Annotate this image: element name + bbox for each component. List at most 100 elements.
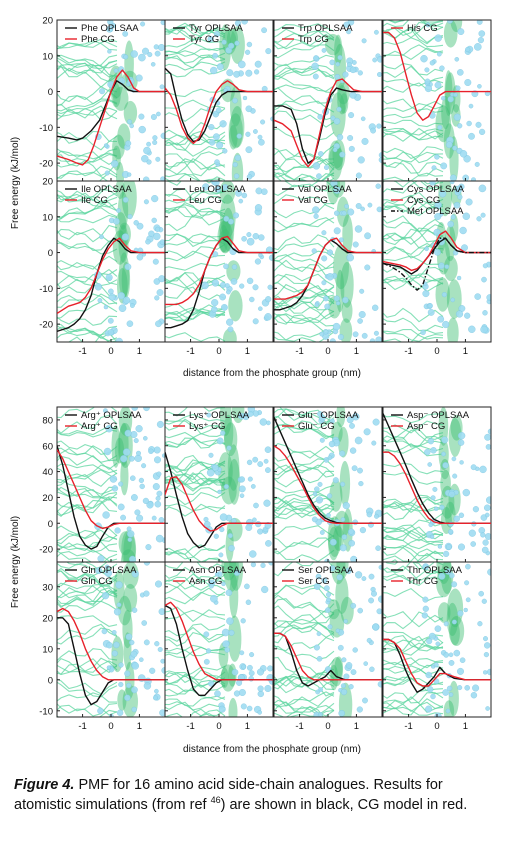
top-y-axis-label: Free energy (kJ/mol) bbox=[10, 137, 21, 229]
membrane-background bbox=[165, 562, 273, 717]
legend-label: Met OPLSAA bbox=[407, 206, 464, 217]
legend-label: Leu OPLSAA bbox=[189, 184, 246, 195]
series-line-lys-cg bbox=[165, 476, 273, 532]
top-x-axis-label: distance from the phosphate group (nm) bbox=[183, 368, 361, 379]
y-tick-label: -10 bbox=[39, 123, 53, 134]
membrane-background bbox=[383, 407, 491, 562]
y-tick-label: 0 bbox=[48, 519, 53, 530]
legend-label: Gln CG bbox=[81, 576, 113, 587]
series-group bbox=[165, 67, 273, 145]
x-tick-label: -1 bbox=[295, 346, 303, 357]
series-group bbox=[274, 417, 382, 524]
legend-label: Ser OPLSAA bbox=[298, 565, 354, 576]
series-line-tyr-cg bbox=[165, 80, 273, 145]
legend-label: Trp OPLSAA bbox=[298, 23, 353, 34]
series-group bbox=[165, 452, 273, 549]
caption-text-2: ) are shown in black, CG model in red. bbox=[220, 797, 468, 813]
series-group bbox=[165, 601, 273, 696]
series-line-ile-cg bbox=[57, 237, 165, 314]
membrane-background bbox=[274, 407, 382, 562]
legend-label: Asp⁻ CG bbox=[407, 421, 445, 432]
y-tick-label: 0 bbox=[48, 87, 53, 98]
series-group bbox=[383, 31, 491, 121]
series-group bbox=[383, 230, 491, 291]
legend-label: Cys OPLSAA bbox=[407, 184, 465, 195]
legend-label: Glu⁻ CG bbox=[298, 421, 335, 432]
legend-label: Tyr CG bbox=[189, 34, 219, 45]
x-tick-label: 0 bbox=[325, 346, 330, 357]
legend-label: Ile CG bbox=[81, 195, 108, 206]
series-line-his-cg bbox=[383, 31, 491, 121]
x-tick-label: 0 bbox=[216, 721, 221, 732]
x-tick-label: 1 bbox=[463, 721, 468, 732]
series-group bbox=[274, 78, 382, 168]
y-tick-label: -20 bbox=[39, 320, 53, 331]
legend-label: Ser CG bbox=[298, 576, 330, 587]
membrane-background bbox=[165, 407, 273, 562]
membrane-background bbox=[383, 562, 491, 717]
series-line-asp-cg bbox=[383, 451, 491, 524]
membrane-background bbox=[274, 181, 382, 342]
caption-lead: Figure 4. bbox=[14, 777, 75, 793]
y-tick-label: -20 bbox=[39, 159, 53, 170]
y-tick-label: 10 bbox=[42, 51, 53, 62]
caption-text-1: PMF for 16 amino acid side-chain analogu… bbox=[14, 777, 443, 813]
x-tick-label: -1 bbox=[295, 721, 303, 732]
x-tick-label: -1 bbox=[404, 721, 412, 732]
membrane-background bbox=[57, 20, 165, 181]
x-tick-label: 1 bbox=[354, 721, 359, 732]
x-tick-label: 0 bbox=[325, 721, 330, 732]
series-line-thr-cg bbox=[383, 638, 491, 687]
pmf-figure: Free energy (kJ/mol) distance from the p… bbox=[10, 16, 492, 755]
legend-label: Ile OPLSAA bbox=[81, 184, 132, 195]
y-tick-label: -10 bbox=[39, 706, 53, 717]
x-tick-label: 0 bbox=[434, 346, 439, 357]
caption-ref: 46 bbox=[210, 795, 221, 806]
series-group bbox=[383, 413, 491, 524]
x-tick-label: -1 bbox=[186, 346, 194, 357]
x-tick-label: 1 bbox=[354, 346, 359, 357]
legend-label: Asn CG bbox=[189, 576, 222, 587]
bottom-y-axis-label: Free energy (kJ/mol) bbox=[10, 516, 21, 608]
x-tick-label: 0 bbox=[108, 721, 113, 732]
series-line-trp-oplsaa bbox=[274, 87, 382, 164]
legend-label: Thr CG bbox=[407, 576, 438, 587]
panel-his: His CG bbox=[382, 19, 492, 182]
legend-label: Glu⁻ OPLSAA bbox=[298, 410, 359, 421]
x-tick-label: -1 bbox=[78, 721, 86, 732]
membrane-background bbox=[274, 562, 382, 717]
legend-label: Arg⁺ CG bbox=[81, 421, 118, 432]
y-tick-label: -10 bbox=[39, 284, 53, 295]
legend-label: Leu CG bbox=[189, 195, 222, 206]
membrane-background bbox=[57, 562, 165, 717]
legend-label: Phe OPLSAA bbox=[81, 23, 139, 34]
series-line-met-oplsaa bbox=[383, 237, 491, 291]
series-line-gln-cg bbox=[57, 607, 165, 681]
y-tick-label: 20 bbox=[42, 613, 53, 624]
legend-label: Gln OPLSAA bbox=[81, 565, 137, 576]
legend-label: Arg⁺ OPLSAA bbox=[81, 410, 142, 421]
membrane-background bbox=[165, 181, 273, 342]
x-tick-label: 0 bbox=[216, 346, 221, 357]
y-tick-label: 10 bbox=[42, 644, 53, 655]
x-tick-label: 1 bbox=[137, 721, 142, 732]
y-tick-label: 0 bbox=[48, 248, 53, 259]
series-group bbox=[57, 607, 165, 706]
x-tick-label: 1 bbox=[137, 346, 142, 357]
legend-label: Phe CG bbox=[81, 34, 115, 45]
